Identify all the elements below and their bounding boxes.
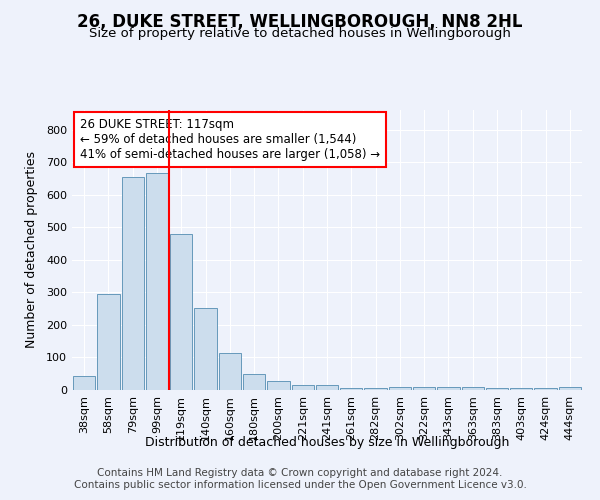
Bar	[510, 388, 532, 390]
Bar	[316, 385, 338, 390]
Bar	[267, 381, 290, 390]
Y-axis label: Number of detached properties: Number of detached properties	[25, 152, 38, 348]
Text: Size of property relative to detached houses in Wellingborough: Size of property relative to detached ho…	[89, 28, 511, 40]
Bar	[146, 174, 168, 390]
Bar	[97, 294, 119, 390]
Bar	[170, 234, 193, 390]
Bar	[364, 388, 387, 390]
Text: 26 DUKE STREET: 117sqm
← 59% of detached houses are smaller (1,544)
41% of semi-: 26 DUKE STREET: 117sqm ← 59% of detached…	[80, 118, 380, 162]
Bar	[389, 388, 411, 390]
Bar	[73, 376, 95, 390]
Bar	[413, 388, 436, 390]
Text: Distribution of detached houses by size in Wellingborough: Distribution of detached houses by size …	[145, 436, 509, 449]
Bar	[559, 388, 581, 390]
Text: 26, DUKE STREET, WELLINGBOROUGH, NN8 2HL: 26, DUKE STREET, WELLINGBOROUGH, NN8 2HL	[77, 12, 523, 30]
Bar	[486, 388, 508, 390]
Bar	[340, 388, 362, 390]
Bar	[194, 308, 217, 390]
Bar	[535, 388, 557, 390]
Bar	[122, 176, 144, 390]
Bar	[437, 388, 460, 390]
Text: Contains HM Land Registry data © Crown copyright and database right 2024.
Contai: Contains HM Land Registry data © Crown c…	[74, 468, 526, 490]
Bar	[461, 388, 484, 390]
Bar	[218, 353, 241, 390]
Bar	[243, 374, 265, 390]
Bar	[292, 385, 314, 390]
